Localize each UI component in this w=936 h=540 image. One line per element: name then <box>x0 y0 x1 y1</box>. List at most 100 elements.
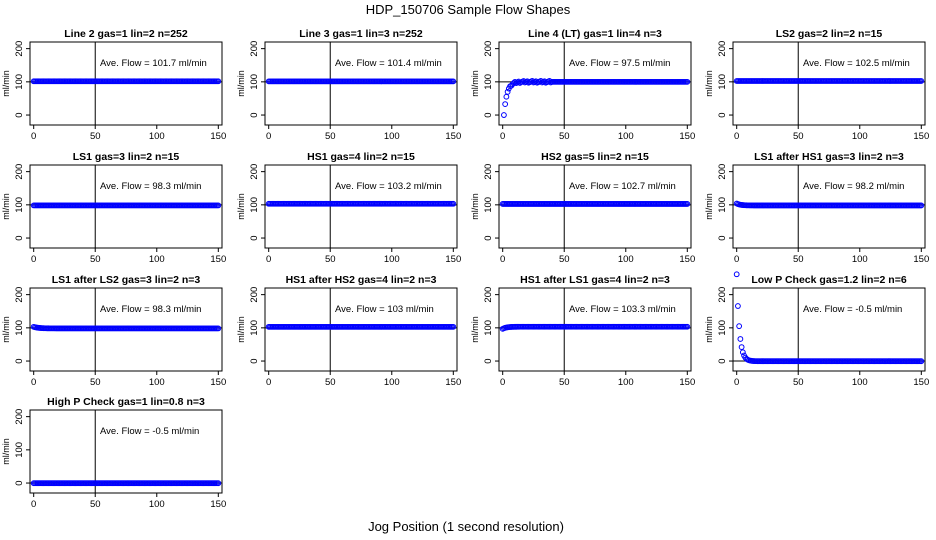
panel-title: Line 4 (LT) gas=1 lin=4 n=3 <box>528 28 662 40</box>
x-tick-label: 150 <box>445 377 461 388</box>
data-point <box>735 303 741 309</box>
y-tick-label: 0 <box>483 112 494 117</box>
average-flow-annotation: Ave. Flow = 97.5 ml/min <box>569 58 670 69</box>
y-tick-label: 100 <box>249 74 260 90</box>
data-point <box>684 78 691 85</box>
x-tick-label: 50 <box>325 377 336 388</box>
plot-frame <box>264 41 458 126</box>
data-point <box>918 358 925 365</box>
x-tick-label: 50 <box>793 254 804 265</box>
panel-title: Line 2 gas=1 lin=2 n=252 <box>64 28 188 40</box>
data-points <box>499 323 691 332</box>
y-tick-label: 200 <box>249 164 260 180</box>
data-point <box>502 101 509 107</box>
data-point <box>450 78 457 85</box>
y-tick-label: 100 <box>249 197 260 213</box>
x-tick-label: 0 <box>734 131 739 142</box>
figure-x-axis-label: Jog Position (1 second resolution) <box>368 519 564 534</box>
panel-6: HS1 gas=4 lin=2 n=15 0 50 100 150 0 100 200 ml/m… <box>236 151 461 265</box>
y-tick-label: 100 <box>14 197 25 213</box>
x-tick-label: 0 <box>734 377 739 388</box>
x-tick-label: 50 <box>793 131 804 142</box>
panel-title: LS2 gas=2 lin=2 n=15 <box>776 28 883 40</box>
x-tick-label: 0 <box>31 377 36 388</box>
panel-title: Low P Check gas=1.2 lin=2 n=6 <box>751 274 906 286</box>
panel-12: Low P Check gas=1.2 lin=2 n=6 0 50 100 150 0 1… <box>704 271 929 388</box>
plot-frame <box>732 41 926 126</box>
data-points <box>733 271 925 365</box>
plot-frame <box>264 164 458 249</box>
y-tick-label: 100 <box>717 74 728 90</box>
data-points <box>265 200 457 207</box>
panel-title: LS1 after HS1 gas=3 lin=2 n=3 <box>754 151 904 163</box>
x-tick-label: 0 <box>734 254 739 265</box>
plot-frame <box>498 287 692 372</box>
x-tick-label: 50 <box>90 377 101 388</box>
y-tick-label: 0 <box>249 112 260 117</box>
data-point <box>738 344 745 350</box>
y-tick-label: 0 <box>14 112 25 117</box>
average-flow-annotation: Ave. Flow = 102.5 ml/min <box>803 58 910 69</box>
data-point <box>733 271 740 278</box>
panel-9: LS1 after LS2 gas=3 lin=2 n=3 0 50 100 150 0 1… <box>1 274 226 388</box>
y-axis-label: ml/min <box>470 193 480 220</box>
y-axis-label: ml/min <box>1 438 11 465</box>
panel-title: LS1 after LS2 gas=3 lin=2 n=3 <box>52 274 201 286</box>
x-tick-label: 0 <box>266 254 271 265</box>
x-tick-label: 100 <box>149 377 165 388</box>
x-tick-label: 50 <box>90 499 101 510</box>
y-tick-label: 0 <box>717 235 728 240</box>
x-tick-label: 0 <box>266 377 271 388</box>
panel-13: High P Check gas=1 lin=0.8 n=3 0 50 100 150 0… <box>1 396 226 510</box>
y-axis-label: ml/min <box>704 193 714 220</box>
data-point <box>215 325 222 332</box>
y-tick-label: 200 <box>249 287 260 303</box>
y-tick-label: 200 <box>249 41 260 57</box>
y-tick-label: 200 <box>717 164 728 180</box>
data-point <box>737 336 744 342</box>
x-tick-label: 150 <box>210 377 226 388</box>
y-axis-label: ml/min <box>470 70 480 97</box>
y-tick-label: 200 <box>483 287 494 303</box>
plot-frame <box>498 164 692 249</box>
panels: Line 2 gas=1 lin=2 n=252 0 50 100 150 0 100 200… <box>1 28 929 510</box>
y-axis-label: ml/min <box>236 193 246 220</box>
panel-11: HS1 after LS1 gas=4 lin=2 n=3 0 50 100 150 0 1… <box>470 274 695 388</box>
panel-7: HS2 gas=5 lin=2 n=15 0 50 100 150 0 100 200 ml/m… <box>470 151 695 265</box>
panel-title: HS2 gas=5 lin=2 n=15 <box>541 151 649 163</box>
x-tick-label: 100 <box>852 131 868 142</box>
panel-title: HS1 gas=4 lin=2 n=15 <box>307 151 415 163</box>
plot-frame <box>29 164 223 249</box>
panel-2: Line 3 gas=1 lin=3 n=252 0 50 100 150 0 100 200… <box>236 28 461 142</box>
y-tick-label: 100 <box>717 197 728 213</box>
data-point <box>736 323 743 330</box>
y-tick-label: 100 <box>483 320 494 336</box>
panel-3: Line 4 (LT) gas=1 lin=4 n=3 0 50 100 150 0 100… <box>470 28 695 142</box>
data-point <box>504 88 511 95</box>
y-tick-label: 200 <box>14 287 25 303</box>
x-tick-label: 150 <box>445 254 461 265</box>
x-tick-label: 150 <box>679 377 695 388</box>
panel-5: LS1 gas=3 lin=2 n=15 0 50 100 150 0 100 200 ml/m… <box>1 151 226 265</box>
data-point <box>918 202 925 209</box>
x-tick-label: 50 <box>559 254 570 265</box>
panel-title: HS1 after LS1 gas=4 lin=2 n=3 <box>520 274 670 286</box>
y-tick-label: 100 <box>483 197 494 213</box>
average-flow-annotation: Ave. Flow = 101.4 ml/min <box>335 58 442 69</box>
average-flow-annotation: Ave. Flow = -0.5 ml/min <box>803 304 902 315</box>
x-tick-label: 100 <box>852 377 868 388</box>
y-tick-label: 200 <box>717 41 728 57</box>
x-tick-label: 150 <box>913 254 929 265</box>
x-tick-label: 0 <box>500 254 505 265</box>
x-tick-label: 0 <box>500 377 505 388</box>
average-flow-annotation: Ave. Flow = 103 ml/min <box>335 304 434 315</box>
plot-frame <box>29 287 223 372</box>
average-flow-annotation: Ave. Flow = 101.7 ml/min <box>100 58 207 69</box>
data-points <box>30 202 222 209</box>
data-point <box>215 202 222 209</box>
x-tick-label: 0 <box>500 131 505 142</box>
data-point <box>503 93 510 100</box>
y-axis-label: ml/min <box>1 70 11 97</box>
y-tick-label: 100 <box>14 442 25 458</box>
